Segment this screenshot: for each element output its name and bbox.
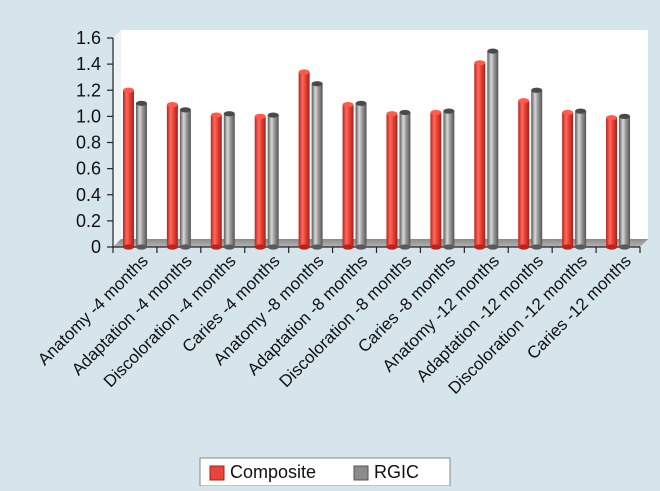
y-tick-label: 0.4 — [76, 185, 101, 205]
legend-label-rgic: RGIC — [374, 462, 419, 482]
legend-box — [199, 457, 451, 487]
bar-rgic — [619, 113, 631, 250]
bar-composite — [430, 109, 442, 250]
y-tick-label: 0.2 — [76, 211, 101, 231]
bar-composite — [298, 69, 310, 250]
bar-rgic — [575, 108, 587, 250]
y-axis-ticks: 0 0.2 0.4 0.6 0.8 1.0 1.2 1.4 1.6 — [76, 28, 113, 257]
bar-rgic — [311, 81, 323, 250]
bars — [122, 48, 641, 253]
bar-composite — [474, 60, 486, 250]
bar-rgic — [223, 111, 235, 250]
bar-composite — [386, 111, 398, 250]
legend-label-composite: Composite — [230, 462, 316, 482]
y-tick-label: 1.0 — [76, 106, 101, 126]
bar-composite — [210, 112, 222, 250]
plot-sidewall — [113, 30, 121, 247]
bar-composite — [342, 102, 354, 250]
bar-composite — [166, 102, 178, 250]
y-tick-label: 1.6 — [76, 28, 101, 48]
bar-composite — [254, 113, 266, 250]
bar-rgic — [355, 100, 367, 250]
bar-rgic — [443, 108, 455, 250]
bar-rgic — [179, 107, 191, 250]
y-tick-label: 1.2 — [76, 80, 101, 100]
bar-rgic — [487, 48, 499, 250]
y-tick-label: 0.6 — [76, 159, 101, 179]
plot-backwall — [121, 30, 648, 239]
bar-composite — [122, 87, 134, 250]
bar-rgic — [267, 112, 279, 250]
plot-floor — [113, 239, 648, 247]
legend-swatch-composite — [209, 465, 225, 481]
bar-rgic — [135, 100, 147, 250]
bar-composite — [518, 98, 530, 250]
bar-composite — [606, 115, 618, 250]
y-tick-label: 0 — [91, 237, 101, 257]
legend-swatch-rgic — [353, 465, 369, 481]
bar-composite — [562, 109, 574, 250]
y-tick-label: 0.8 — [76, 133, 101, 153]
bar-rgic — [399, 109, 411, 250]
bar-rgic — [531, 87, 543, 250]
legend: Composite RGIC — [199, 457, 451, 487]
y-tick-label: 1.4 — [76, 54, 101, 74]
